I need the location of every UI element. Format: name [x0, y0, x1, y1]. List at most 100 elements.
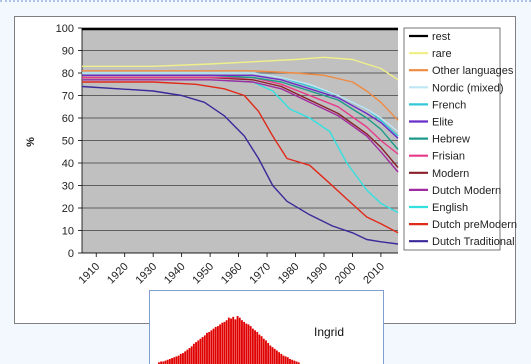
legend-item: Modern: [409, 168, 469, 180]
y-axis-ticks: 0 10 20 30 40 50 60 70 80 90 100: [56, 23, 82, 260]
y-tick-label: 50: [62, 136, 74, 148]
inset-label: Ingrid: [314, 325, 345, 339]
top-dotted-border: [0, 0, 531, 5]
histogram-bar: [195, 342, 197, 364]
histogram-bar: [254, 330, 256, 364]
histogram-bar: [243, 321, 246, 364]
legend-item: Dutch Traditional: [409, 236, 515, 248]
histogram-bar: [212, 328, 215, 364]
histogram-bar: [192, 343, 195, 364]
histogram-bar: [190, 346, 193, 364]
histogram-bar: [188, 348, 191, 364]
y-tick-label: 80: [62, 68, 74, 80]
histogram-bar: [173, 357, 176, 364]
legend-label: French: [432, 99, 466, 111]
histogram-bar: [227, 317, 230, 364]
x-tick-label: 1990: [304, 261, 330, 287]
histogram-bar: [225, 320, 228, 364]
y-tick-label: 70: [62, 91, 74, 103]
x-tick-label: 1980: [276, 261, 302, 287]
series-line-dutch-modern: [82, 79, 399, 173]
x-tick-label: 1970: [247, 261, 273, 287]
histogram-bar: [258, 334, 261, 364]
inset-histogram: [158, 316, 300, 364]
x-tick-label: 1930: [133, 261, 159, 287]
y-tick-label: 60: [62, 113, 74, 125]
x-tick-label: 1920: [105, 261, 131, 287]
histogram-bar: [216, 326, 219, 364]
legend-item: Hebrew: [409, 134, 470, 146]
histogram-bar: [265, 340, 267, 364]
x-tick-label: 2010: [361, 261, 387, 287]
histogram-bar: [249, 326, 252, 364]
y-tick-label: 0: [68, 248, 74, 260]
legend-label: rare: [432, 48, 452, 60]
series-line-nordic-mixed-: [82, 72, 399, 133]
histogram-bar: [203, 335, 206, 364]
histogram-bar: [245, 323, 248, 364]
histogram-bar: [199, 338, 202, 364]
histogram-bar: [273, 348, 276, 364]
histogram-bar: [166, 359, 169, 364]
y-tick-label: 20: [62, 203, 74, 215]
series-line-frisian: [82, 76, 399, 155]
legend-item: Nordic (mixed): [409, 82, 504, 94]
y-tick-label: 40: [62, 158, 74, 170]
histogram-bar: [256, 332, 259, 364]
histogram-bar: [219, 324, 222, 364]
histogram-bar: [206, 332, 208, 364]
histogram-bar: [238, 317, 241, 364]
histogram-bar: [267, 342, 270, 364]
histogram-bar: [210, 330, 213, 364]
legend-label: Frisian: [432, 151, 465, 163]
histogram-bar: [280, 353, 283, 364]
histogram-bar: [232, 316, 235, 364]
histogram-bar: [164, 360, 167, 364]
histogram-bar: [177, 355, 180, 364]
histogram-bar: [241, 320, 243, 364]
histogram-bar: [197, 340, 200, 364]
y-tick-label: 90: [62, 46, 74, 58]
y-tick-label: 30: [62, 181, 74, 193]
histogram-bar: [179, 353, 182, 364]
legend-item: Dutch preModern: [409, 219, 517, 231]
histogram-bar: [236, 316, 239, 364]
legend-item: Dutch Modern: [409, 185, 501, 197]
x-tick-label: 1940: [162, 261, 188, 287]
histogram-bar: [201, 337, 204, 364]
histogram-bar: [291, 359, 294, 364]
y-tick-label: 100: [56, 23, 74, 35]
y-tick-label: 10: [62, 226, 74, 238]
series-line-elite: [82, 74, 399, 139]
histogram-bar: [284, 356, 287, 364]
legend-label: rest: [432, 31, 450, 43]
histogram-bar: [208, 332, 211, 364]
histogram-bar: [214, 326, 217, 364]
legend-label: Dutch preModern: [432, 219, 517, 231]
histogram-bar: [282, 355, 285, 364]
series-lines: [81, 27, 399, 245]
legend-item: Other languages: [409, 65, 514, 77]
legend-label: Hebrew: [432, 134, 470, 146]
histogram-bar: [269, 345, 272, 364]
histogram-bar: [221, 322, 224, 364]
histogram-bar: [251, 328, 254, 364]
histogram-bar: [260, 336, 263, 364]
histogram-bar: [230, 318, 232, 364]
histogram-bar: [186, 349, 189, 364]
legend: rest rare Other languages Nordic (mixed) Fre…: [409, 31, 517, 248]
histogram-bar: [168, 358, 171, 364]
legend-label: Nordic (mixed): [432, 82, 504, 94]
legend-label: Elite: [432, 117, 453, 129]
legend-label: Other languages: [432, 65, 514, 77]
series-line-rare: [82, 56, 399, 81]
histogram-bar: [234, 319, 237, 364]
histogram-bar: [286, 357, 289, 364]
histogram-bar: [275, 350, 278, 364]
series-line-other-languages: [82, 70, 399, 121]
x-tick-label: 1950: [190, 261, 216, 287]
series-line-dutch-traditional: [81, 85, 399, 245]
legend-item: Frisian: [409, 151, 465, 163]
legend-item: English: [409, 202, 468, 214]
